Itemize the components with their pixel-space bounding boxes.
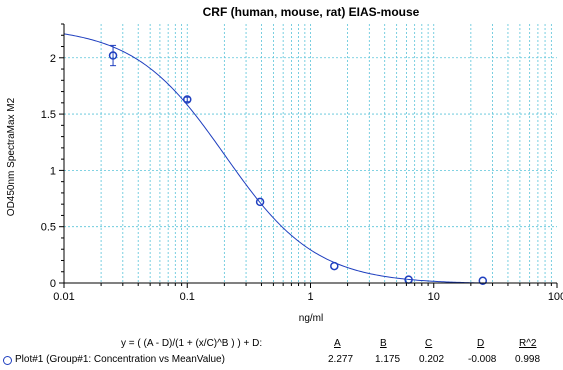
x-tick-label: 1 bbox=[307, 291, 313, 303]
data-point bbox=[255, 197, 265, 207]
x-tick-label: 0.01 bbox=[53, 291, 74, 303]
y-tick-label: 0 bbox=[50, 278, 56, 290]
data-point bbox=[183, 95, 192, 104]
y-tick-label: 2 bbox=[50, 53, 56, 65]
tick-labels: 0.01 0.1 1 10 100 0 0.5 1 1.5 2 bbox=[41, 53, 563, 303]
y-tick-label: 1 bbox=[50, 165, 56, 177]
data-points-layer bbox=[108, 44, 488, 285]
chart-grid bbox=[63, 24, 557, 283]
y-tick-label: 0.5 bbox=[41, 222, 56, 234]
y-axis-label: OD450nm SpectraMax M2 bbox=[6, 97, 17, 216]
x-tick-label: 100 bbox=[548, 291, 563, 303]
chart-axes bbox=[59, 23, 558, 288]
chart-title: CRF (human, mouse, rat) EIAS-mouse bbox=[203, 5, 420, 19]
x-axis-label: ng/ml bbox=[299, 313, 323, 324]
x-tick-label: 0.1 bbox=[180, 291, 195, 303]
data-point bbox=[108, 51, 118, 60]
data-point bbox=[478, 276, 488, 285]
data-point bbox=[330, 261, 339, 271]
y-tick-label: 1.5 bbox=[41, 109, 56, 121]
x-tick-label: 10 bbox=[428, 291, 440, 303]
